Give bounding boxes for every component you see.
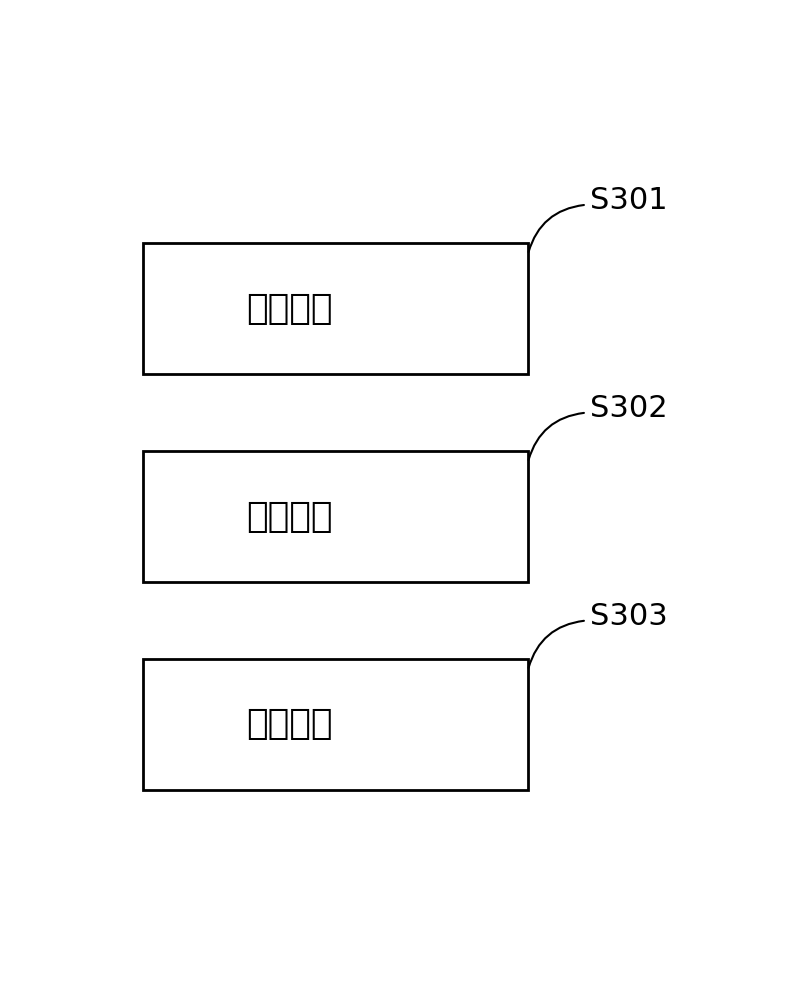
Text: S303: S303 <box>590 602 667 631</box>
Text: 划分模块: 划分模块 <box>246 500 333 534</box>
Text: S301: S301 <box>590 186 667 215</box>
Text: S302: S302 <box>590 394 667 423</box>
Bar <box>143 243 528 374</box>
Bar <box>143 451 528 582</box>
Text: 扩充模块: 扩充模块 <box>246 292 333 326</box>
Text: 组织模块: 组织模块 <box>246 707 333 741</box>
Bar <box>143 659 528 790</box>
